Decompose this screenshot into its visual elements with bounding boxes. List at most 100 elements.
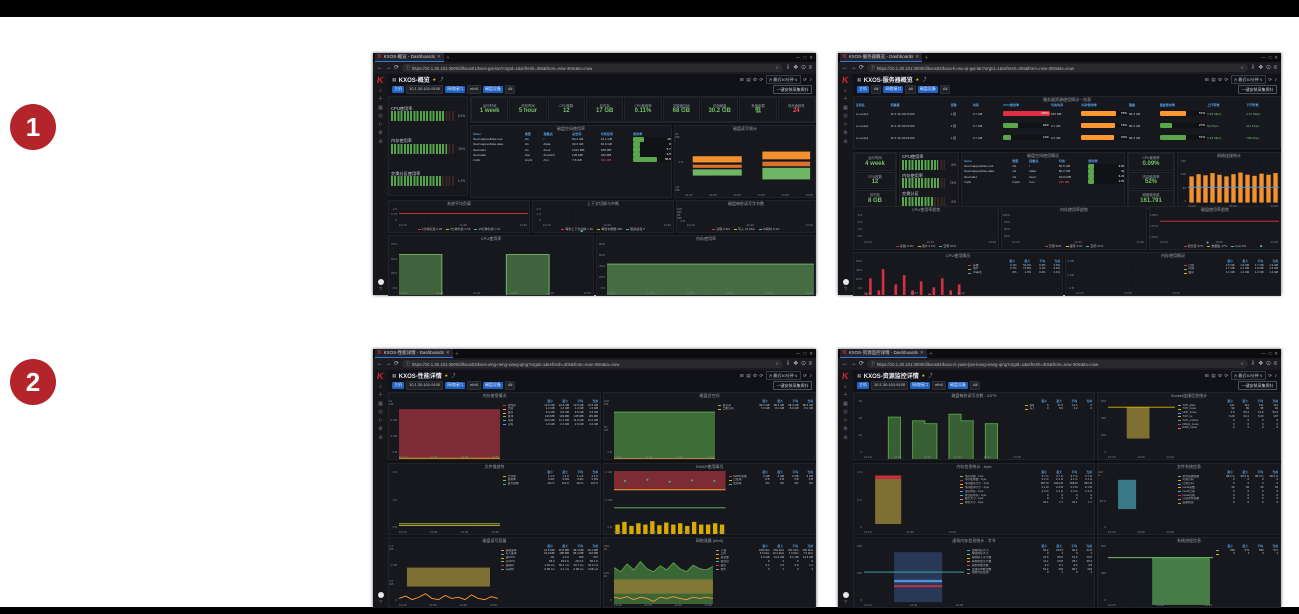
configuration-icon[interactable]: ⚙ <box>843 130 848 136</box>
maximize-icon[interactable]: □ <box>1268 54 1272 60</box>
save-dashboard-icon[interactable]: ▤ <box>746 76 751 82</box>
table-column-header[interactable]: 挂载点 <box>1029 159 1039 163</box>
time-range-picker[interactable]: ◷ 最近30分钟 ∨ <box>765 75 801 84</box>
table-column-header[interactable]: 采集器 <box>890 103 900 107</box>
table-column-header[interactable]: 挂载点 <box>543 132 553 136</box>
account-icon[interactable]: ⊙ <box>800 361 806 367</box>
maximize-icon[interactable]: □ <box>1268 350 1272 356</box>
tab-close-icon[interactable]: ✕ <box>445 350 450 355</box>
site-info-icon[interactable]: ⓘ <box>405 361 410 366</box>
close-icon[interactable]: ✕ <box>809 350 813 356</box>
zoom-out-icon[interactable]: ⌕ <box>1274 77 1277 82</box>
table-column-header[interactable]: 可用空间 <box>600 132 613 136</box>
panel-title[interactable]: 网络流量 (eth0) <box>695 538 724 543</box>
add-panel-icon[interactable]: ⊞ <box>1204 372 1209 378</box>
menu-icon[interactable]: ≡ <box>808 361 812 367</box>
panel-title[interactable]: SWAP使用情况 <box>695 464 724 469</box>
install-agent-button[interactable]: 一键安装采集探针 <box>773 85 812 94</box>
extensions-icon[interactable]: ❖ <box>1258 65 1264 71</box>
variable-label[interactable]: 网络接口 <box>445 86 466 93</box>
variable-label[interactable]: 主机 <box>392 382 404 389</box>
variable-label[interactable]: 磁盘设备 <box>482 382 503 389</box>
variable-value-dropdown[interactable]: All <box>939 85 951 94</box>
help-icon[interactable]: ? <box>844 600 847 606</box>
configuration-icon[interactable]: ⚙ <box>378 130 383 136</box>
user-avatar[interactable] <box>377 592 384 598</box>
bookmark-star-icon[interactable]: ☆ <box>1240 65 1245 70</box>
variable-label[interactable]: 网络接口 <box>445 382 466 389</box>
table-column-header[interactable]: CPU使用率 <box>1003 103 1020 107</box>
cycle-view-icon[interactable]: ⟳ <box>1224 372 1229 378</box>
account-icon[interactable]: ⊙ <box>800 65 806 71</box>
panel-title[interactable]: 磁盘总空间 <box>699 393 720 398</box>
panel-title[interactable]: 系统进程信息 <box>1177 538 1201 543</box>
favorite-star-icon[interactable]: ★ <box>432 76 437 82</box>
panel-title[interactable]: 文件系统信息 <box>1177 464 1201 469</box>
explore-icon[interactable]: ◎ <box>843 113 848 119</box>
refresh-icon[interactable]: ⟳ <box>803 76 807 82</box>
new-tab-button[interactable]: ＋ <box>924 54 929 60</box>
menu-icon[interactable]: ≡ <box>1273 361 1277 367</box>
tab-close-icon[interactable]: ✕ <box>919 350 924 355</box>
add-panel-icon[interactable]: ⊞ <box>739 76 744 82</box>
table-column-header[interactable]: 主机名 <box>855 103 865 107</box>
panel-title[interactable]: 磁盘每秒读写字节数 <box>728 201 764 206</box>
table-column-header[interactable]: 内存使用率 <box>1081 103 1097 107</box>
panel-title[interactable]: 磁盘空间使用率 <box>557 126 585 131</box>
forward-icon[interactable]: → <box>385 361 392 367</box>
server-admin-icon[interactable]: ⊘ <box>378 434 383 441</box>
search-icon[interactable]: ⌕ <box>844 87 847 94</box>
panel-title[interactable]: 内存使用率趋势 <box>1060 207 1088 212</box>
close-icon[interactable]: ✕ <box>1274 350 1278 356</box>
help-icon[interactable]: ? <box>379 600 382 606</box>
extensions-icon[interactable]: ❖ <box>793 361 799 367</box>
search-icon[interactable]: ⌕ <box>379 383 382 390</box>
panel-title[interactable]: CPU使用率趋势 <box>911 207 941 212</box>
grafana-logo[interactable]: K <box>376 371 385 381</box>
site-info-icon[interactable]: ⓘ <box>870 361 875 366</box>
variable-label[interactable]: 磁盘设备 <box>947 382 968 389</box>
table-column-header[interactable]: 使用率 <box>1088 159 1098 163</box>
table-column-header[interactable]: 磁盘使用率 <box>1159 103 1176 107</box>
forward-icon[interactable]: → <box>850 65 857 71</box>
bookmark-star-icon[interactable]: ☆ <box>775 65 780 70</box>
downloads-icon[interactable]: ⇩ <box>1250 361 1256 367</box>
explore-icon[interactable]: ◎ <box>378 113 383 119</box>
maximize-icon[interactable]: □ <box>803 54 807 60</box>
tab-close-icon[interactable]: ✕ <box>436 54 441 59</box>
create-icon[interactable]: ＋ <box>842 96 848 102</box>
panel-title[interactable]: CPU使用率 <box>480 236 502 241</box>
share-icon[interactable]: ⤴ <box>921 76 927 82</box>
time-range-picker[interactable]: ◷ 最近30分钟 ∨ <box>1230 75 1266 84</box>
variable-value-dropdown[interactable]: 10.1.30.101:9100 <box>406 381 444 390</box>
bookmark-star-icon[interactable]: ☆ <box>775 361 780 366</box>
install-agent-button[interactable]: 一键安装采集探针 <box>773 381 812 390</box>
table-column-header[interactable]: 类型 <box>1012 159 1019 163</box>
back-icon[interactable]: ← <box>842 361 848 367</box>
new-tab-button[interactable]: ＋ <box>454 350 460 356</box>
variable-label[interactable]: 网络接口 <box>910 382 931 389</box>
variable-label[interactable]: 磁盘设备 <box>917 86 938 93</box>
close-icon[interactable]: ✕ <box>1274 54 1278 60</box>
site-info-icon[interactable]: ⓘ <box>870 65 875 70</box>
minimize-icon[interactable]: — <box>796 54 801 60</box>
create-icon[interactable]: ＋ <box>842 392 848 398</box>
browser-tab[interactable]: K KXOS-服务器概览 - Dashboards ✕ <box>840 53 923 62</box>
table-column-header[interactable]: 可用 <box>1058 159 1065 163</box>
url-bar[interactable]: ⓘ https://10.1.30.101:3000/d/kxos04/kxos-… <box>866 360 1249 368</box>
cycle-view-icon[interactable]: ⟳ <box>759 76 764 82</box>
variable-value-dropdown[interactable]: All <box>504 381 516 390</box>
refresh-icon[interactable]: ⟳ <box>1268 76 1272 82</box>
account-icon[interactable]: ⊙ <box>1265 361 1271 367</box>
add-panel-icon[interactable]: ⊞ <box>739 372 744 378</box>
variable-value-dropdown[interactable]: 10.1.30.101:9100 <box>871 381 909 390</box>
downloads-icon[interactable]: ⇩ <box>785 361 791 367</box>
site-info-icon[interactable]: ⓘ <box>405 65 410 70</box>
url-bar[interactable]: ⓘ https://10.1.30.101:3000/d/kxos03/kxos-… <box>401 360 784 368</box>
table-column-header[interactable]: 可用内存 <box>1050 103 1064 107</box>
search-icon[interactable]: ⌕ <box>379 87 382 94</box>
configuration-icon[interactable]: ⚙ <box>843 426 848 432</box>
user-avatar[interactable] <box>842 279 849 285</box>
dashboards-icon[interactable]: ▦ <box>378 400 383 407</box>
url-bar[interactable]: ⓘ https://10.1.30.101:3000/d/kxos01/kxos-… <box>401 64 784 72</box>
